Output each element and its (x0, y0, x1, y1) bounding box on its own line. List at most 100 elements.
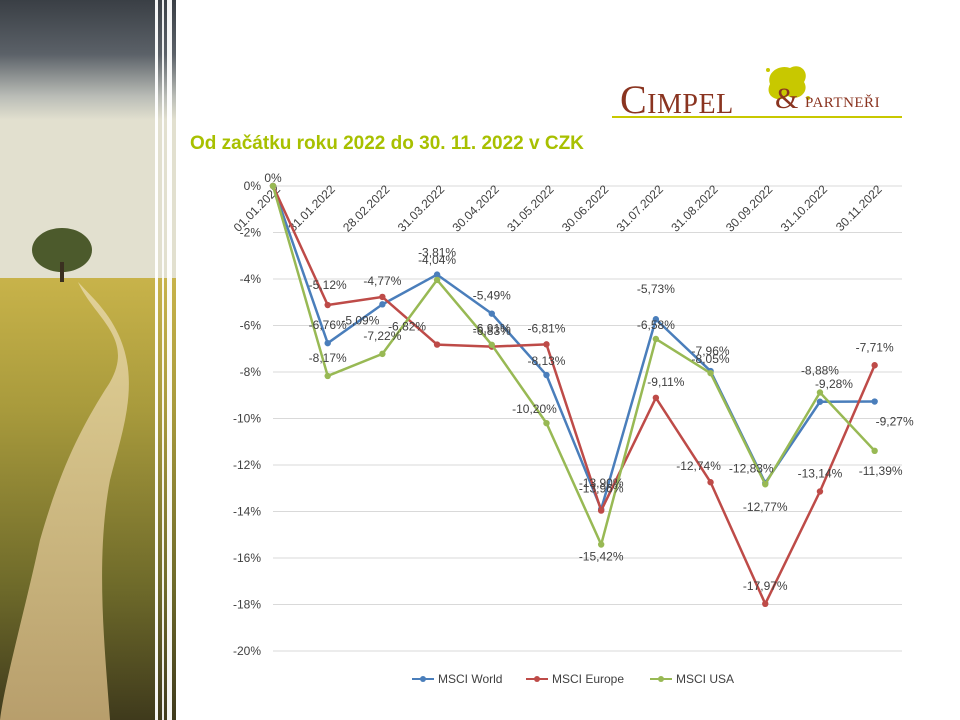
data-label: -6,58% (637, 318, 675, 332)
data-label: -8,05% (692, 352, 730, 366)
data-point (652, 335, 660, 343)
logo-brand-main: Cimpel (620, 77, 734, 122)
data-label: -7,71% (856, 340, 894, 354)
data-label: -8,88% (801, 363, 839, 377)
data-label: -9,28% (815, 377, 853, 391)
y-tick-label: 0% (244, 179, 262, 193)
logo-underline (612, 116, 902, 118)
y-tick-label: -6% (240, 319, 262, 333)
y-tick-label: -12% (233, 458, 261, 472)
data-label: -5,49% (473, 289, 511, 303)
x-tick-label: 31.03.2022 (395, 182, 448, 235)
data-point (543, 341, 550, 348)
data-label: -9,27% (876, 415, 914, 429)
data-label: -13,90% (579, 476, 624, 490)
y-tick-label: -2% (240, 226, 262, 240)
data-label: -10,20% (512, 402, 557, 416)
logo-brand-amp: & (775, 82, 799, 115)
x-tick-label: 30.11.2022 (833, 182, 885, 234)
legend-item-msci-world: MSCI World (412, 672, 502, 686)
data-point (324, 339, 331, 347)
legend-marker-msci-usa (650, 676, 672, 682)
y-tick-label: -20% (233, 644, 261, 658)
data-point (379, 293, 386, 301)
legend-label-msci-usa: MSCI USA (676, 672, 735, 686)
data-point (488, 310, 495, 317)
data-label: -5,09% (341, 313, 379, 327)
data-label: -6,91% (473, 322, 511, 336)
data-label: -4,77% (363, 274, 401, 288)
data-point (379, 350, 386, 358)
series-line (271, 185, 875, 511)
data-label: -7,96% (692, 344, 730, 358)
data-label: -4,04% (418, 253, 456, 267)
data-point (816, 488, 824, 495)
data-point (597, 541, 605, 548)
landscape-photo (0, 0, 192, 720)
legend-label-msci-world: MSCI World (438, 672, 503, 686)
x-tick-label: 31.08.2022 (668, 182, 721, 235)
data-point (433, 271, 441, 278)
data-label: -17,97% (743, 579, 788, 593)
data-label: -13,96% (579, 482, 624, 496)
x-tick-label: 31.10.2022 (778, 182, 831, 235)
data-point (652, 394, 660, 402)
data-label: -12,74% (676, 459, 721, 473)
x-tick-label: 31.07.2022 (614, 182, 667, 235)
data-point (762, 600, 769, 608)
data-point (816, 389, 824, 396)
data-label: -8,17% (309, 351, 347, 365)
data-label: -3,81% (418, 246, 456, 260)
x-tick-label: 31.05.2022 (504, 182, 557, 235)
data-label: -11,39% (859, 464, 903, 478)
data-point (269, 182, 277, 190)
data-point (488, 341, 495, 348)
data-point (871, 362, 878, 369)
data-label: -13,14% (798, 467, 843, 481)
y-tick-label: -8% (240, 365, 262, 379)
y-tick-label: -10% (233, 412, 261, 426)
data-label: -9,11% (647, 375, 684, 389)
data-point (871, 447, 878, 455)
data-point (652, 316, 660, 323)
x-tick-label: 30.06.2022 (559, 182, 612, 235)
data-label: -12,77% (743, 500, 788, 514)
data-point (871, 398, 878, 405)
data-label: -5,12% (309, 278, 347, 292)
data-point (543, 419, 550, 427)
x-tick-label: 30.09.2022 (723, 182, 776, 235)
data-point (762, 481, 769, 488)
y-tick-label: -4% (240, 272, 262, 286)
data-point (433, 341, 441, 348)
data-label: -12,83% (729, 461, 774, 475)
data-label: -5,73% (637, 282, 675, 296)
legend-item-msci-usa: MSCI USA (650, 672, 734, 686)
data-label: -7,22% (363, 329, 401, 343)
data-label: -6,83% (473, 324, 511, 338)
x-tick-label: 30.04.2022 (450, 182, 503, 235)
series-line (271, 185, 876, 546)
data-label: -6,81% (527, 321, 565, 335)
legend-item-msci-europe: MSCI Europe (526, 672, 624, 686)
data-point (324, 372, 331, 380)
data-point (597, 507, 605, 514)
data-label: -6,82% (388, 320, 426, 334)
data-point (324, 301, 331, 309)
chart-title: Od začátku roku 2022 do 30. 11. 2022 v C… (190, 133, 584, 154)
data-point (379, 301, 386, 308)
data-label: -8,13% (527, 354, 565, 368)
x-tick-label: 31.01.2022 (285, 182, 338, 235)
data-point (707, 369, 714, 377)
data-point (816, 398, 824, 405)
y-tick-label: -16% (233, 551, 261, 565)
data-point (543, 371, 550, 379)
logo-splash-icon (766, 66, 810, 100)
legend-marker-msci-europe (526, 676, 548, 682)
series-line (271, 185, 876, 606)
logo-brand-sub: partneři (805, 88, 881, 112)
legend-marker-msci-world (412, 676, 434, 682)
data-label: 0% (264, 171, 282, 185)
legend-label-msci-europe: MSCI Europe (552, 672, 625, 686)
x-tick-label: 28.02.2022 (340, 182, 393, 235)
y-tick-label: -18% (233, 598, 261, 612)
